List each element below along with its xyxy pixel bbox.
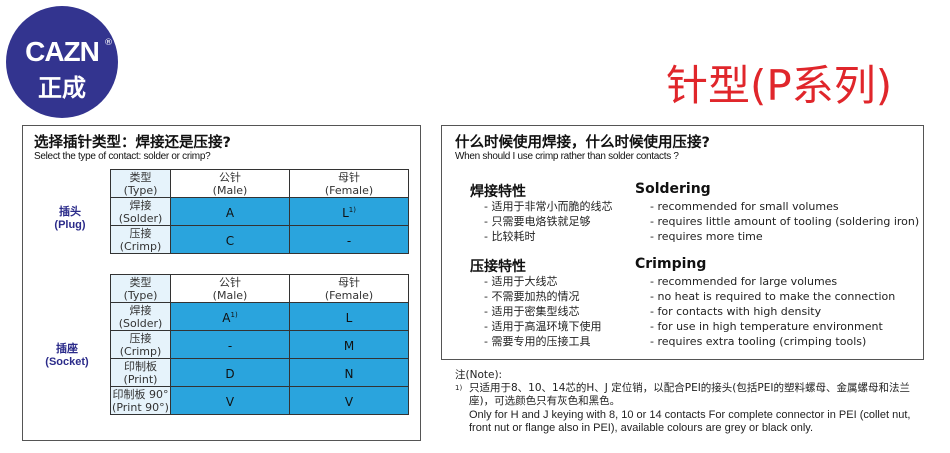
crimp-list-en: - recommended for large volumes - no heat… [650, 274, 895, 349]
type-header: 类型 (Type) [110, 169, 171, 198]
plug-table: 类型 (Type) 公针 (Male) 母针 (Female) 焊接 (Solder) A L1)… [110, 169, 409, 254]
list-item: - requires more time [650, 230, 763, 243]
plug-label: 插头 (Plug) [54, 206, 86, 231]
type-header: 类型 (Type) [110, 274, 171, 303]
table-header-row: 类型 (Type) 公针 (Male) 母针 (Female) [110, 169, 409, 198]
socket-table: 类型 (Type) 公针 (Male) 母针 (Female) 焊接 (Solder) A1) L… [110, 274, 409, 415]
solder-list-cn: - 适用于非常小而脆的线芯 - 只需要电烙铁就足够 - 比较耗时 [484, 199, 612, 244]
table-row: 焊接 (Solder) A L1) [110, 197, 409, 226]
list-item: - 适用于大线芯 [484, 275, 558, 288]
list-item: - 只需要电烙铁就足够 [484, 215, 591, 228]
female-cell: N [289, 358, 409, 387]
page-title: 针型(P系列) [666, 61, 893, 110]
left-title-cn: 选择插针类型：焊接还是压接? [34, 135, 231, 151]
male-header: 公针 (Male) [170, 274, 290, 303]
right-title-en: When should I use crimp rather than sold… [455, 151, 679, 162]
male-cell: C [170, 225, 290, 254]
list-item: - for use in high temperature environmen… [650, 320, 883, 333]
logo: CAZN ® 正成 [6, 6, 118, 118]
note-cn: 只适用于8、10、14芯的H、J 定位销，以配合PEI的接头(包括PEI的塑料螺… [469, 382, 910, 407]
solder-heading-en: Soldering [635, 181, 711, 197]
list-item: - no heat is required to make the connec… [650, 290, 896, 303]
table-row: 印制板 90° (Print 90°) V V [110, 386, 409, 415]
crimp-heading-cn: 压接特性 [470, 259, 526, 275]
type-cell: 压接 (Crimp) [110, 330, 171, 359]
socket-label: 插座 (Socket) [45, 343, 89, 368]
female-header: 母针 (Female) [289, 274, 409, 303]
list-item: - 适用于高温环境下使用 [484, 320, 602, 333]
male-cell: - [170, 330, 290, 359]
list-item: - 不需要加热的情况 [484, 290, 580, 303]
type-cell: 印制板 (Print) [110, 358, 171, 387]
female-cell: L1) [289, 197, 409, 226]
female-cell: V [289, 386, 409, 415]
type-cell: 焊接 (Solder) [110, 302, 171, 331]
list-item: - 适用于密集型线芯 [484, 305, 580, 318]
table-header-row: 类型 (Type) 公针 (Male) 母针 (Female) [110, 274, 409, 303]
type-cell: 焊接 (Solder) [110, 197, 171, 226]
female-cell: - [289, 225, 409, 254]
note-mark: 1) [455, 384, 463, 392]
list-item: - requires extra tooling (crimping tools… [650, 335, 867, 348]
list-item: - requires little amount of tooling (sol… [650, 215, 920, 228]
note-en: Only for H and J keying with 8, 10 or 14… [469, 409, 911, 434]
female-header: 母针 (Female) [289, 169, 409, 198]
table-row: 印制板 (Print) D N [110, 358, 409, 387]
solder-list-en: - recommended for small volumes - require… [650, 199, 919, 244]
list-item: - 需要专用的压接工具 [484, 335, 591, 348]
male-cell: A1) [170, 302, 290, 331]
type-cell: 压接 (Crimp) [110, 225, 171, 254]
crimp-heading-en: Crimping [635, 256, 707, 272]
table-row: 焊接 (Solder) A1) L [110, 302, 409, 331]
right-title-cn: 什么时候使用焊接，什么时候使用压接? [455, 135, 710, 151]
note: 注(Note): 1) 只适用于8、10、14芯的H、J 定位销，以配合PEI的… [455, 369, 925, 435]
note-label: 注(Note): [455, 369, 503, 381]
solder-heading-cn: 焊接特性 [470, 184, 526, 200]
logo-cn: 正成 [38, 74, 86, 102]
female-cell: L [289, 302, 409, 331]
list-item: - 适用于非常小而脆的线芯 [484, 200, 613, 213]
logo-reg: ® [104, 38, 113, 48]
table-row: 压接 (Crimp) C - [110, 225, 409, 254]
crimp-list-cn: - 适用于大线芯 - 不需要加热的情况 - 适用于密集型线芯 - 适用于高温环境下使用… [484, 274, 601, 349]
list-item: - recommended for large volumes [650, 275, 838, 288]
list-item: - for contacts with high density [650, 305, 822, 318]
list-item: - 比较耗时 [484, 230, 536, 243]
logo-text: CAZN [25, 36, 100, 67]
male-cell: D [170, 358, 290, 387]
male-cell: A [170, 197, 290, 226]
male-cell: V [170, 386, 290, 415]
list-item: - recommended for small volumes [650, 200, 839, 213]
left-title-en: Select the type of contact: solder or cr… [34, 151, 211, 162]
solder-vs-crimp-panel [441, 125, 924, 360]
male-header: 公针 (Male) [170, 169, 290, 198]
type-cell: 印制板 90° (Print 90°) [110, 386, 171, 415]
female-cell: M [289, 330, 409, 359]
table-row: 压接 (Crimp) - M [110, 330, 409, 359]
